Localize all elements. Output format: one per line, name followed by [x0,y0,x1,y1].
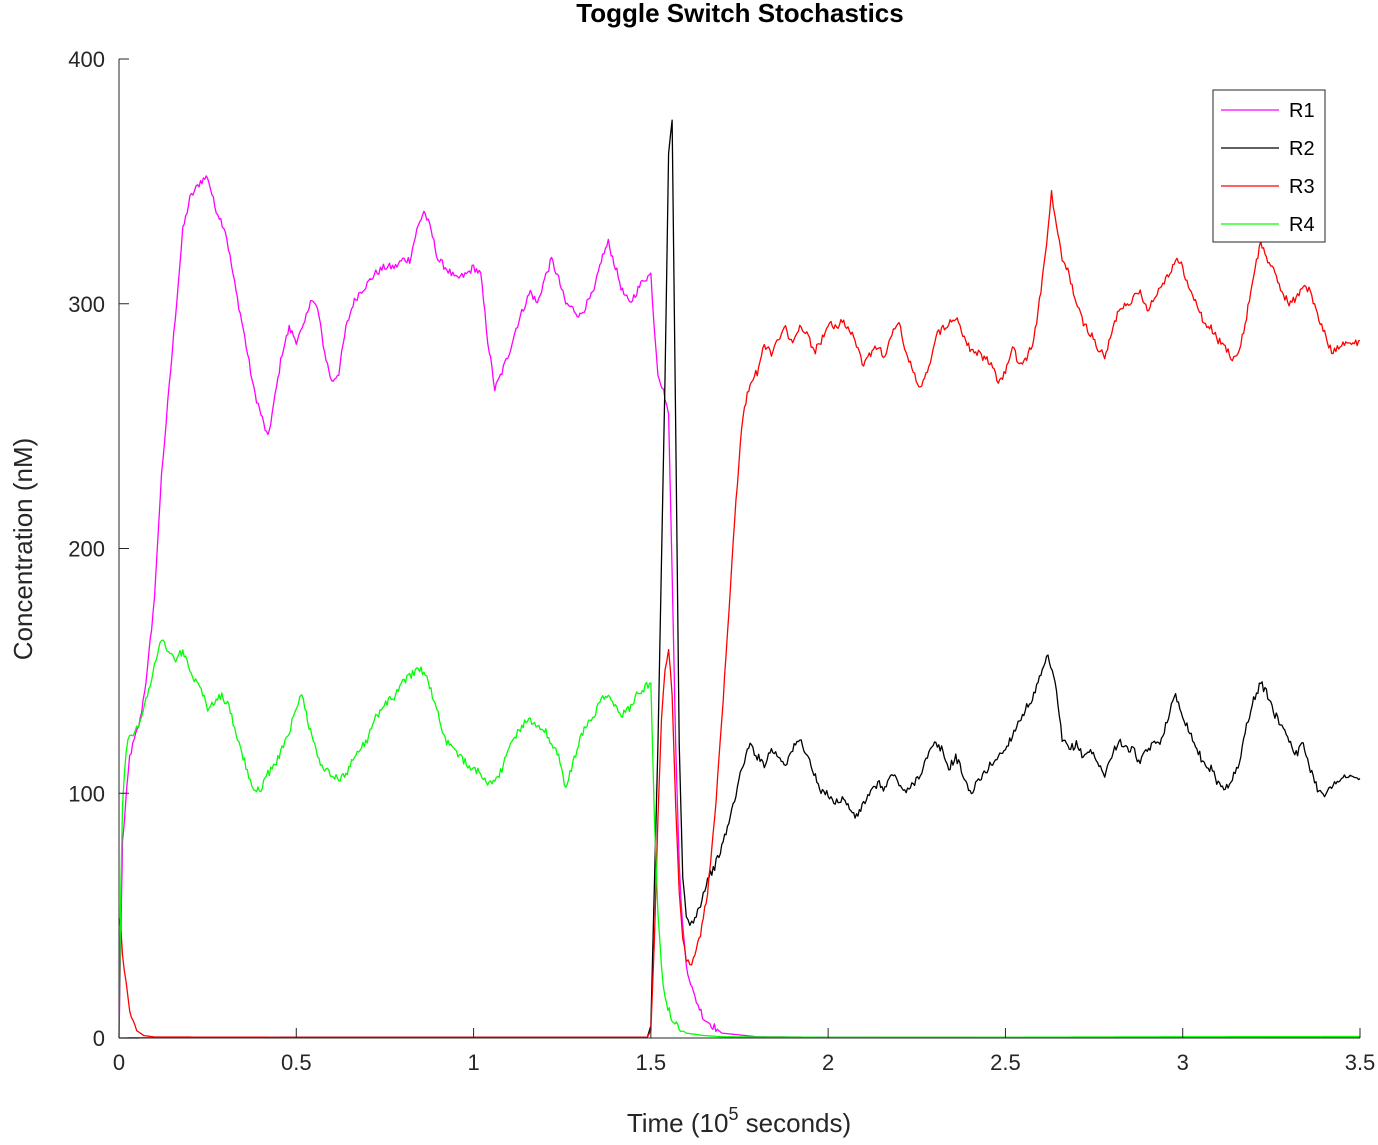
series-line-r3 [118,190,1361,1038]
legend-items: R1 R2 R3 R4 [1221,100,1315,236]
x-tick-label: 0.5 [281,1050,312,1075]
x-tick-label: 2 [822,1050,834,1075]
legend-label-r2: R2 [1289,138,1315,160]
x-tick-label: 0 [113,1050,125,1075]
x-axis-title-superscript: 5 [728,1104,738,1124]
x-axis-title-prefix: Time (10 [627,1108,729,1138]
y-ticks: 0 100 200 300 400 [68,47,129,1051]
x-ticks: 0 0.5 1 1.5 2 2.5 3 3.5 [113,1028,1375,1075]
x-tick-label: 2.5 [990,1050,1021,1075]
y-tick-label: 0 [93,1026,105,1051]
y-tick-label: 400 [68,47,105,72]
y-tick-label: 200 [68,537,105,562]
plot-background [119,59,1360,1038]
legend-label-r4: R4 [1289,214,1315,236]
x-tick-label: 1 [467,1050,479,1075]
x-axis-title: Time (105 seconds) [627,1104,851,1138]
y-tick-label: 100 [68,781,105,806]
x-tick-label: 1.5 [636,1050,667,1075]
y-tick-label: 300 [68,292,105,317]
plot-area: 0 0.5 1 1.5 2 2.5 3 3.5 0 100 200 300 400 [68,47,1375,1075]
legend-label-r3: R3 [1289,176,1315,198]
legend-label-r1: R1 [1289,100,1315,122]
x-tick-label: 3 [1177,1050,1189,1075]
y-axis-title: Concentration (nM) [8,438,38,661]
legend: R1 R2 R3 R4 [1212,89,1326,243]
series-line-r4 [118,639,1360,1039]
chart-title: Toggle Switch Stochastics [576,0,903,28]
x-tick-label: 3.5 [1345,1050,1376,1075]
x-axis-title-suffix: seconds) [738,1108,851,1138]
legend-box [1212,89,1326,243]
